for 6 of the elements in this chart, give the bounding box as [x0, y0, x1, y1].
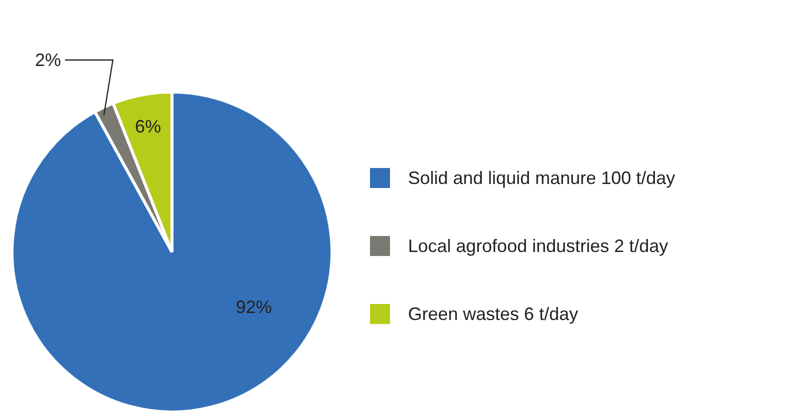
data-label: 92% — [236, 297, 272, 318]
legend-label: Green wastes 6 t/day — [408, 304, 578, 324]
legend-label: Local agrofood industries 2 t/day — [408, 236, 668, 256]
data-label: 6% — [135, 116, 162, 136]
legend-label: Solid and liquid manure 100 t/day — [408, 168, 676, 188]
data-label: 2% — [34, 50, 61, 70]
